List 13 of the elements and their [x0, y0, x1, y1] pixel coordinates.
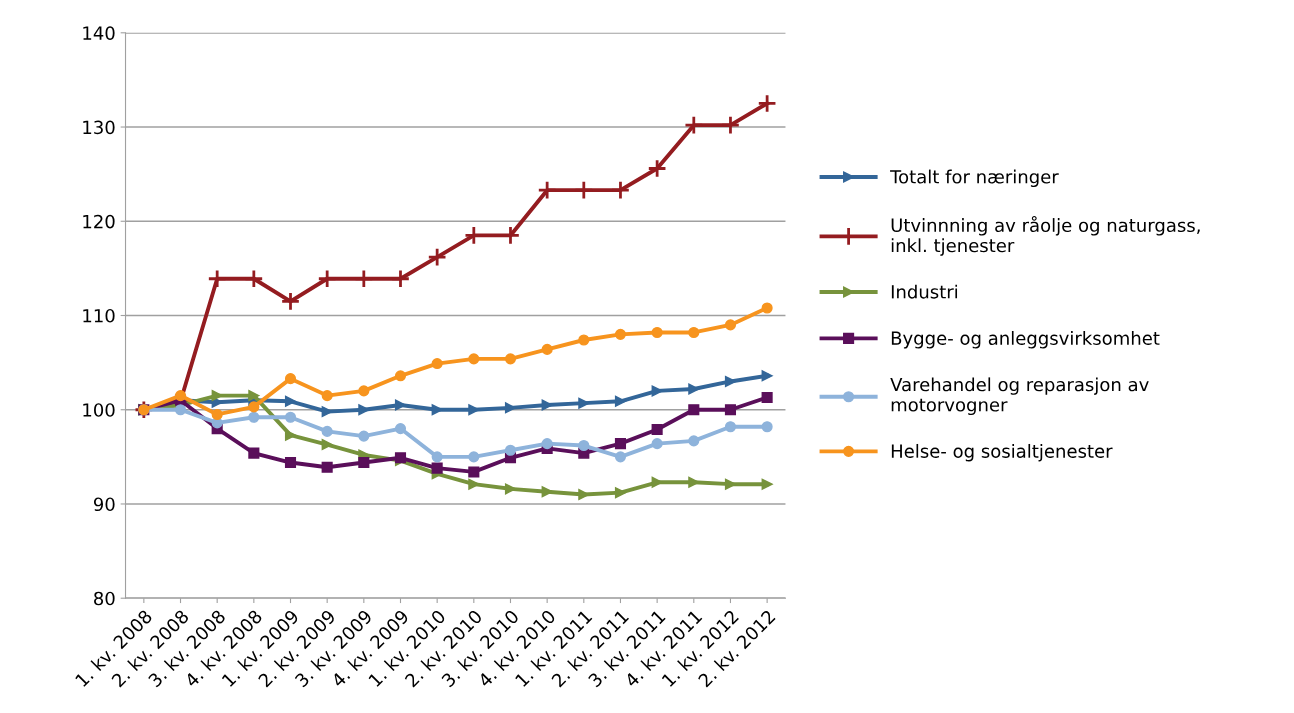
legend-label: Helse- og sosialtjenester: [891, 443, 1113, 462]
y-tick-label: 110: [83, 308, 115, 323]
legend-label: Bygge- og anleggsvirksomhet: [891, 331, 1160, 349]
y-tick-label: 130: [83, 120, 115, 135]
y-tick-label: 80: [94, 591, 115, 606]
y-tick-label: 140: [83, 26, 115, 40]
legend-label: Totalt for næringer: [890, 169, 1059, 188]
y-tick-label: 100: [83, 403, 115, 417]
legend-label: Industri: [891, 284, 958, 299]
legend-label: Utvinnning av råolje og naturgass, inkl. tjenester: [891, 215, 1200, 256]
legend-label: Varehandel og reparasjon av motorvogner: [890, 377, 1149, 416]
y-tick-label: 90: [93, 497, 115, 512]
y-tick-label: 120: [83, 214, 115, 229]
